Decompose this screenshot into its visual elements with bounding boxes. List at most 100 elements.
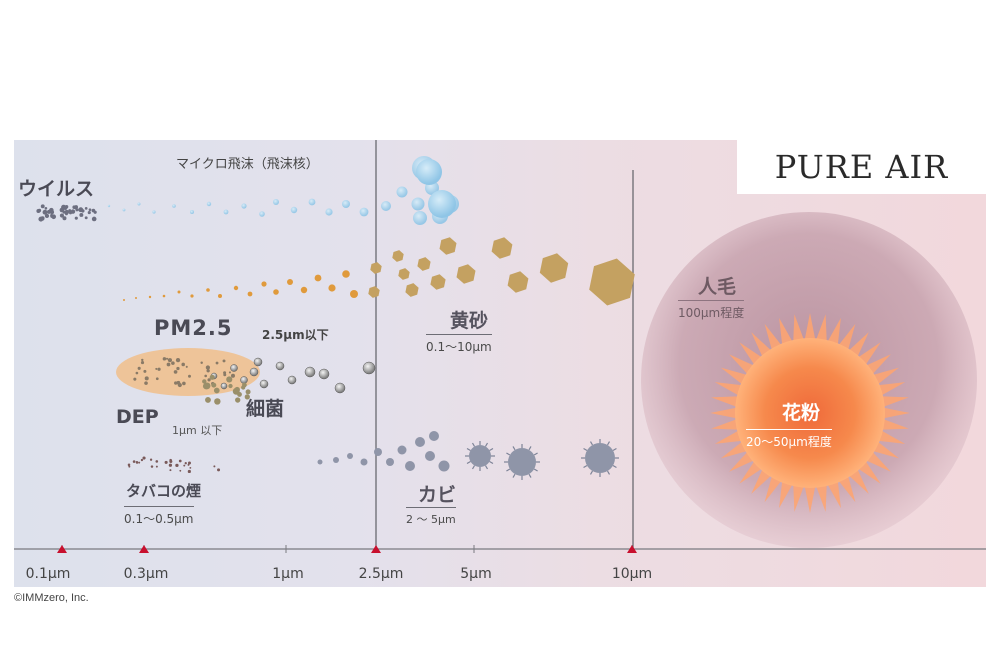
- bacteria-ball: [249, 367, 259, 377]
- virus-dot: [64, 209, 70, 215]
- pm25-dot: [206, 369, 210, 373]
- pm25-dot: [165, 357, 169, 360]
- sand-dot: [206, 288, 210, 292]
- bacteria-rod: [214, 398, 221, 405]
- bacteria-ball: [275, 361, 285, 371]
- tick-label-0-3um: 0.3μm: [123, 566, 169, 582]
- sand-hexagon: [439, 237, 457, 255]
- virus-dot: [44, 207, 48, 210]
- mold-label: カビ: [418, 484, 457, 506]
- tick-label-10um: 10μm: [611, 566, 653, 582]
- tobacco-dot: [168, 463, 173, 467]
- virus-dot: [41, 217, 45, 221]
- pm25-label: PM2.5: [154, 316, 233, 340]
- spore-spike: [528, 473, 532, 478]
- sand-hexagon: [368, 286, 380, 298]
- sand-dot: [300, 286, 308, 294]
- yellow-sand-range: 0.1〜10μm: [426, 334, 492, 355]
- virus-dots: [36, 204, 97, 222]
- pm25-dot: [155, 377, 159, 381]
- pm25-dot: [167, 358, 172, 363]
- spore-spike: [533, 468, 538, 472]
- sand-dot: [247, 291, 253, 297]
- sand-hexagon: [491, 237, 513, 259]
- bacteria-rod: [205, 396, 211, 403]
- sand-dot: [342, 270, 350, 278]
- tick-label-2-5um: 2.5μm: [358, 566, 404, 582]
- pm25-dot: [231, 375, 235, 378]
- tobacco-dot: [179, 469, 182, 472]
- virus-dot: [91, 208, 96, 213]
- tick-label-1um: 1μm: [272, 566, 304, 582]
- axis-marker-triangle: [371, 545, 381, 553]
- spore-spike: [471, 442, 476, 447]
- sand-dot: [148, 295, 152, 299]
- sand-dot: [261, 281, 267, 287]
- virus-dot: [79, 212, 84, 217]
- sand-hexagon: [507, 271, 529, 293]
- spore-spike: [589, 470, 594, 475]
- virus-dot: [87, 211, 91, 215]
- virus-dot: [42, 209, 48, 215]
- pm25-dot: [162, 357, 167, 361]
- droplet: [152, 210, 156, 214]
- virus-dot: [44, 213, 50, 219]
- pm25-dot: [182, 381, 186, 386]
- axis-marker-triangle: [627, 545, 637, 553]
- tobacco-dot: [187, 461, 191, 465]
- spore-spike: [583, 464, 588, 469]
- droplet: [381, 201, 391, 211]
- tobacco-dot: [142, 456, 146, 460]
- sand-dot: [273, 289, 279, 295]
- pm25-dot: [155, 367, 158, 370]
- spore-spike: [533, 452, 538, 456]
- virus-dot: [78, 207, 84, 213]
- mold-dot: [386, 458, 394, 466]
- spore-spike: [583, 447, 588, 452]
- tobacco-dot: [155, 460, 159, 463]
- bacteria-ball: [240, 376, 248, 384]
- spore-spike: [484, 465, 489, 470]
- bacteria-ball: [287, 375, 297, 385]
- spore-spike: [489, 447, 494, 452]
- bacteria-rod: [228, 383, 233, 389]
- dep-label: DEP: [116, 406, 159, 428]
- pm25-dot: [228, 371, 231, 374]
- pm25-dot: [141, 358, 144, 362]
- droplet: [325, 208, 333, 216]
- droplet-large: [428, 190, 456, 218]
- spore-spike: [606, 441, 611, 446]
- bacteria-rod: [245, 389, 251, 395]
- mold-spore: [581, 439, 619, 477]
- mold-dot: [374, 448, 382, 456]
- pm25-dot: [215, 361, 219, 365]
- bacteria-ball: [230, 364, 238, 372]
- droplet: [290, 206, 298, 214]
- virus-dot: [70, 209, 76, 214]
- droplet: [107, 204, 111, 208]
- bacteria-rod: [209, 374, 215, 380]
- tobacco-dot: [150, 465, 154, 468]
- pm25-dot: [137, 366, 141, 370]
- bacteria-rod: [226, 376, 233, 383]
- mold-dot: [415, 437, 425, 447]
- bacteria-rod: [211, 382, 217, 388]
- tobacco-dot: [169, 459, 173, 464]
- droplet: [122, 208, 126, 212]
- dep-note: 1μm 以下: [172, 424, 223, 437]
- bacteria-particles: [202, 357, 376, 405]
- tobacco-dot: [169, 469, 172, 472]
- virus-dot: [36, 209, 41, 214]
- hair-range: 100μm程度: [678, 300, 745, 321]
- droplet: [308, 198, 316, 206]
- mold-spore: [465, 441, 495, 471]
- pm25-dot: [175, 357, 181, 363]
- brand-logo: PURE AIR: [774, 148, 949, 186]
- tobacco-label: タバコの煙: [126, 482, 202, 500]
- pm25-dot: [204, 374, 208, 378]
- mold-spore: [504, 444, 540, 480]
- bacteria-ball: [220, 382, 228, 390]
- mold-dot: [347, 453, 353, 459]
- droplet: [411, 197, 425, 211]
- micro-droplet-label: マイクロ飛沫（飛沫核）: [176, 157, 319, 172]
